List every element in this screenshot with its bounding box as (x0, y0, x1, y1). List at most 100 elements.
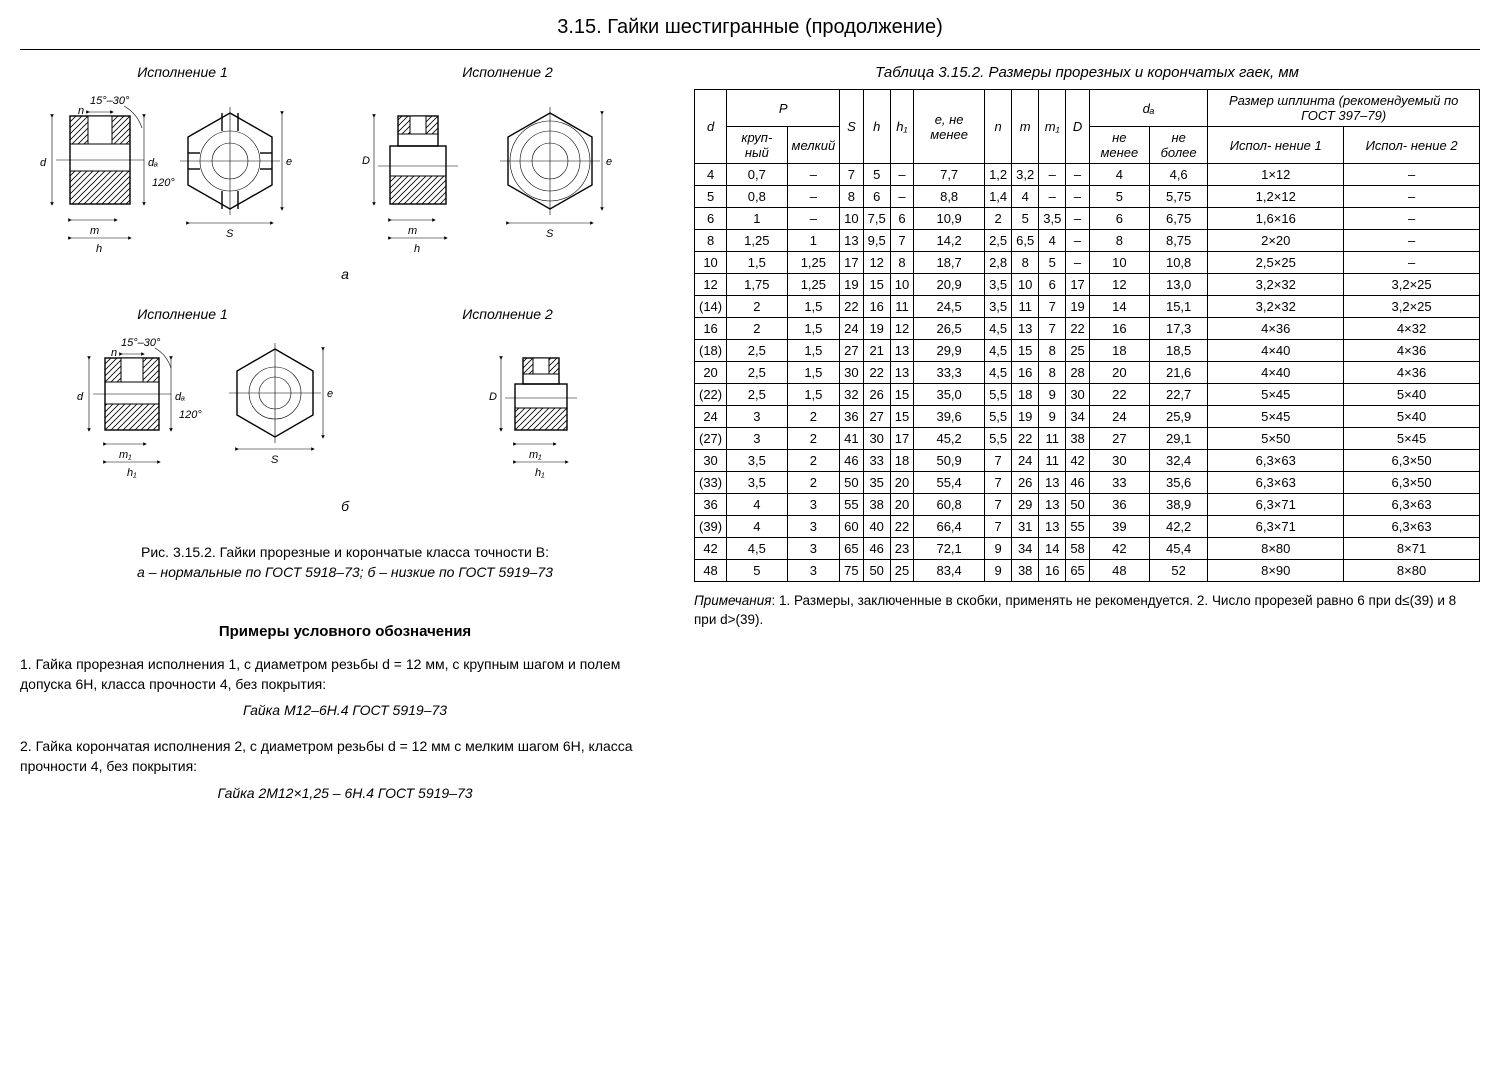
table-cell: 30 (695, 450, 727, 472)
table-cell: 46 (1066, 472, 1089, 494)
table-cell: 2×20 (1208, 230, 1344, 252)
table-cell: 1,5 (787, 318, 840, 340)
table-cell: 5 (1039, 252, 1066, 274)
table-cell: 8 (1089, 230, 1149, 252)
table-cell: 1,5 (727, 252, 787, 274)
table-cell: 1,4 (985, 186, 1012, 208)
table-cell: 4 (1012, 186, 1039, 208)
table-cell: 3,2×25 (1344, 274, 1480, 296)
table-cell: 60 (840, 516, 863, 538)
table-cell: 65 (1066, 560, 1089, 582)
table-cell: 9 (985, 538, 1012, 560)
table-cell: 10 (1012, 274, 1039, 296)
table-cell: 11 (1012, 296, 1039, 318)
notes-text: 1. Размеры, заключенные в скобки, примен… (694, 593, 1456, 627)
table-cell: – (787, 208, 840, 230)
table-row: 202,51,530221333,34,5168282021,64×404×36 (695, 362, 1480, 384)
example-1-des: Гайка М12–6Н.4 ГОСТ 5919–73 (20, 702, 670, 718)
label-a: а (20, 266, 670, 282)
table-cell: 1,2 (985, 164, 1012, 186)
table-cell: 6,3×71 (1208, 516, 1344, 538)
table-cell: 8×80 (1344, 560, 1480, 582)
table-cell: (33) (695, 472, 727, 494)
table-cell: 4×32 (1344, 318, 1480, 340)
svg-text:S: S (226, 228, 234, 240)
table-cell: 42 (1089, 538, 1149, 560)
table-cell: 1 (787, 230, 840, 252)
svg-text:m: m (90, 225, 99, 237)
example-2-des: Гайка 2М12×1,25 – 6Н.4 ГОСТ 5919–73 (20, 785, 670, 801)
table-cell: 30 (840, 362, 863, 384)
table-cell: 60,8 (914, 494, 985, 516)
table-cell: – (1066, 164, 1089, 186)
table-cell: 1×12 (1208, 164, 1344, 186)
svg-text:h₁: h₁ (535, 467, 545, 479)
col-da: dₐ (1089, 90, 1208, 127)
table-cell: 1,75 (727, 274, 787, 296)
table-cell: 7 (985, 494, 1012, 516)
table-cell: 4 (695, 164, 727, 186)
col-h: h (863, 90, 890, 164)
table-cell: 4,5 (985, 362, 1012, 384)
svg-text:D: D (362, 155, 370, 167)
table-cell: 45,4 (1149, 538, 1207, 560)
table-cell: 14 (1039, 538, 1066, 560)
example-1-text: 1. Гайка прорезная исполнения 1, с диаме… (20, 654, 670, 695)
table-cell: 55 (1066, 516, 1089, 538)
table-cell: 58 (1066, 538, 1089, 560)
table-cell: 1,2×12 (1208, 186, 1344, 208)
examples-title: Примеры условного обозначения (20, 623, 670, 640)
table-cell: 3 (787, 494, 840, 516)
table-cell: 30 (1089, 450, 1149, 472)
table-cell: 3 (727, 406, 787, 428)
table-cell: – (1344, 186, 1480, 208)
table-cell: – (1066, 230, 1089, 252)
table-cell: 5 (1089, 186, 1149, 208)
table-cell: 6,3×63 (1208, 450, 1344, 472)
table-cell: 38 (1066, 428, 1089, 450)
table-cell: 4,6 (1149, 164, 1207, 186)
table-cell: – (1344, 252, 1480, 274)
table-cell: – (787, 164, 840, 186)
table-row: 243236271539,65,5199342425,95×455×40 (695, 406, 1480, 428)
table-row: (27)3241301745,25,52211382729,15×505×45 (695, 428, 1480, 450)
table-row: 303,5246331850,972411423032,46,3×636,3×5… (695, 450, 1480, 472)
table-cell: 13,0 (1149, 274, 1207, 296)
exec-labels-b: Исполнение 1 Исполнение 2 (20, 306, 670, 322)
table-cell: 24 (695, 406, 727, 428)
table-cell: 26,5 (914, 318, 985, 340)
table-cell: 1,25 (727, 230, 787, 252)
table-cell: 7 (1039, 296, 1066, 318)
table-cell: 24 (1089, 406, 1149, 428)
table-cell: 10,9 (914, 208, 985, 230)
table-cell: 27 (863, 406, 890, 428)
table-cell: 2,5 (727, 384, 787, 406)
exec2-label-b: Исполнение 2 (462, 306, 553, 322)
table-cell: – (1344, 208, 1480, 230)
table-cell: 4 (1039, 230, 1066, 252)
svg-text:n: n (78, 105, 84, 117)
table-cell: – (890, 164, 913, 186)
table-cell: 39,6 (914, 406, 985, 428)
table-cell: 25,9 (1149, 406, 1207, 428)
table-cell: 8 (695, 230, 727, 252)
table-cell: 16 (1012, 362, 1039, 384)
table-cell: 50 (1066, 494, 1089, 516)
table-cell: 6,5 (1012, 230, 1039, 252)
table-cell: 65 (840, 538, 863, 560)
table-cell: 7 (890, 230, 913, 252)
table-cell: 35,0 (914, 384, 985, 406)
col-S: S (840, 90, 863, 164)
table-cell: 3 (787, 516, 840, 538)
table-cell: 18 (1012, 384, 1039, 406)
table-cell: 7 (985, 472, 1012, 494)
table-cell: 21,6 (1149, 362, 1207, 384)
table-cell: 3,2 (1012, 164, 1039, 186)
table-cell: 22 (863, 362, 890, 384)
exec-labels-a: Исполнение 1 Исполнение 2 (20, 64, 670, 80)
table-cell: 6 (1089, 208, 1149, 230)
table-cell: 6 (890, 208, 913, 230)
divider (20, 49, 1480, 50)
table-cell: 3,2×32 (1208, 274, 1344, 296)
table-cell: 2,5×25 (1208, 252, 1344, 274)
